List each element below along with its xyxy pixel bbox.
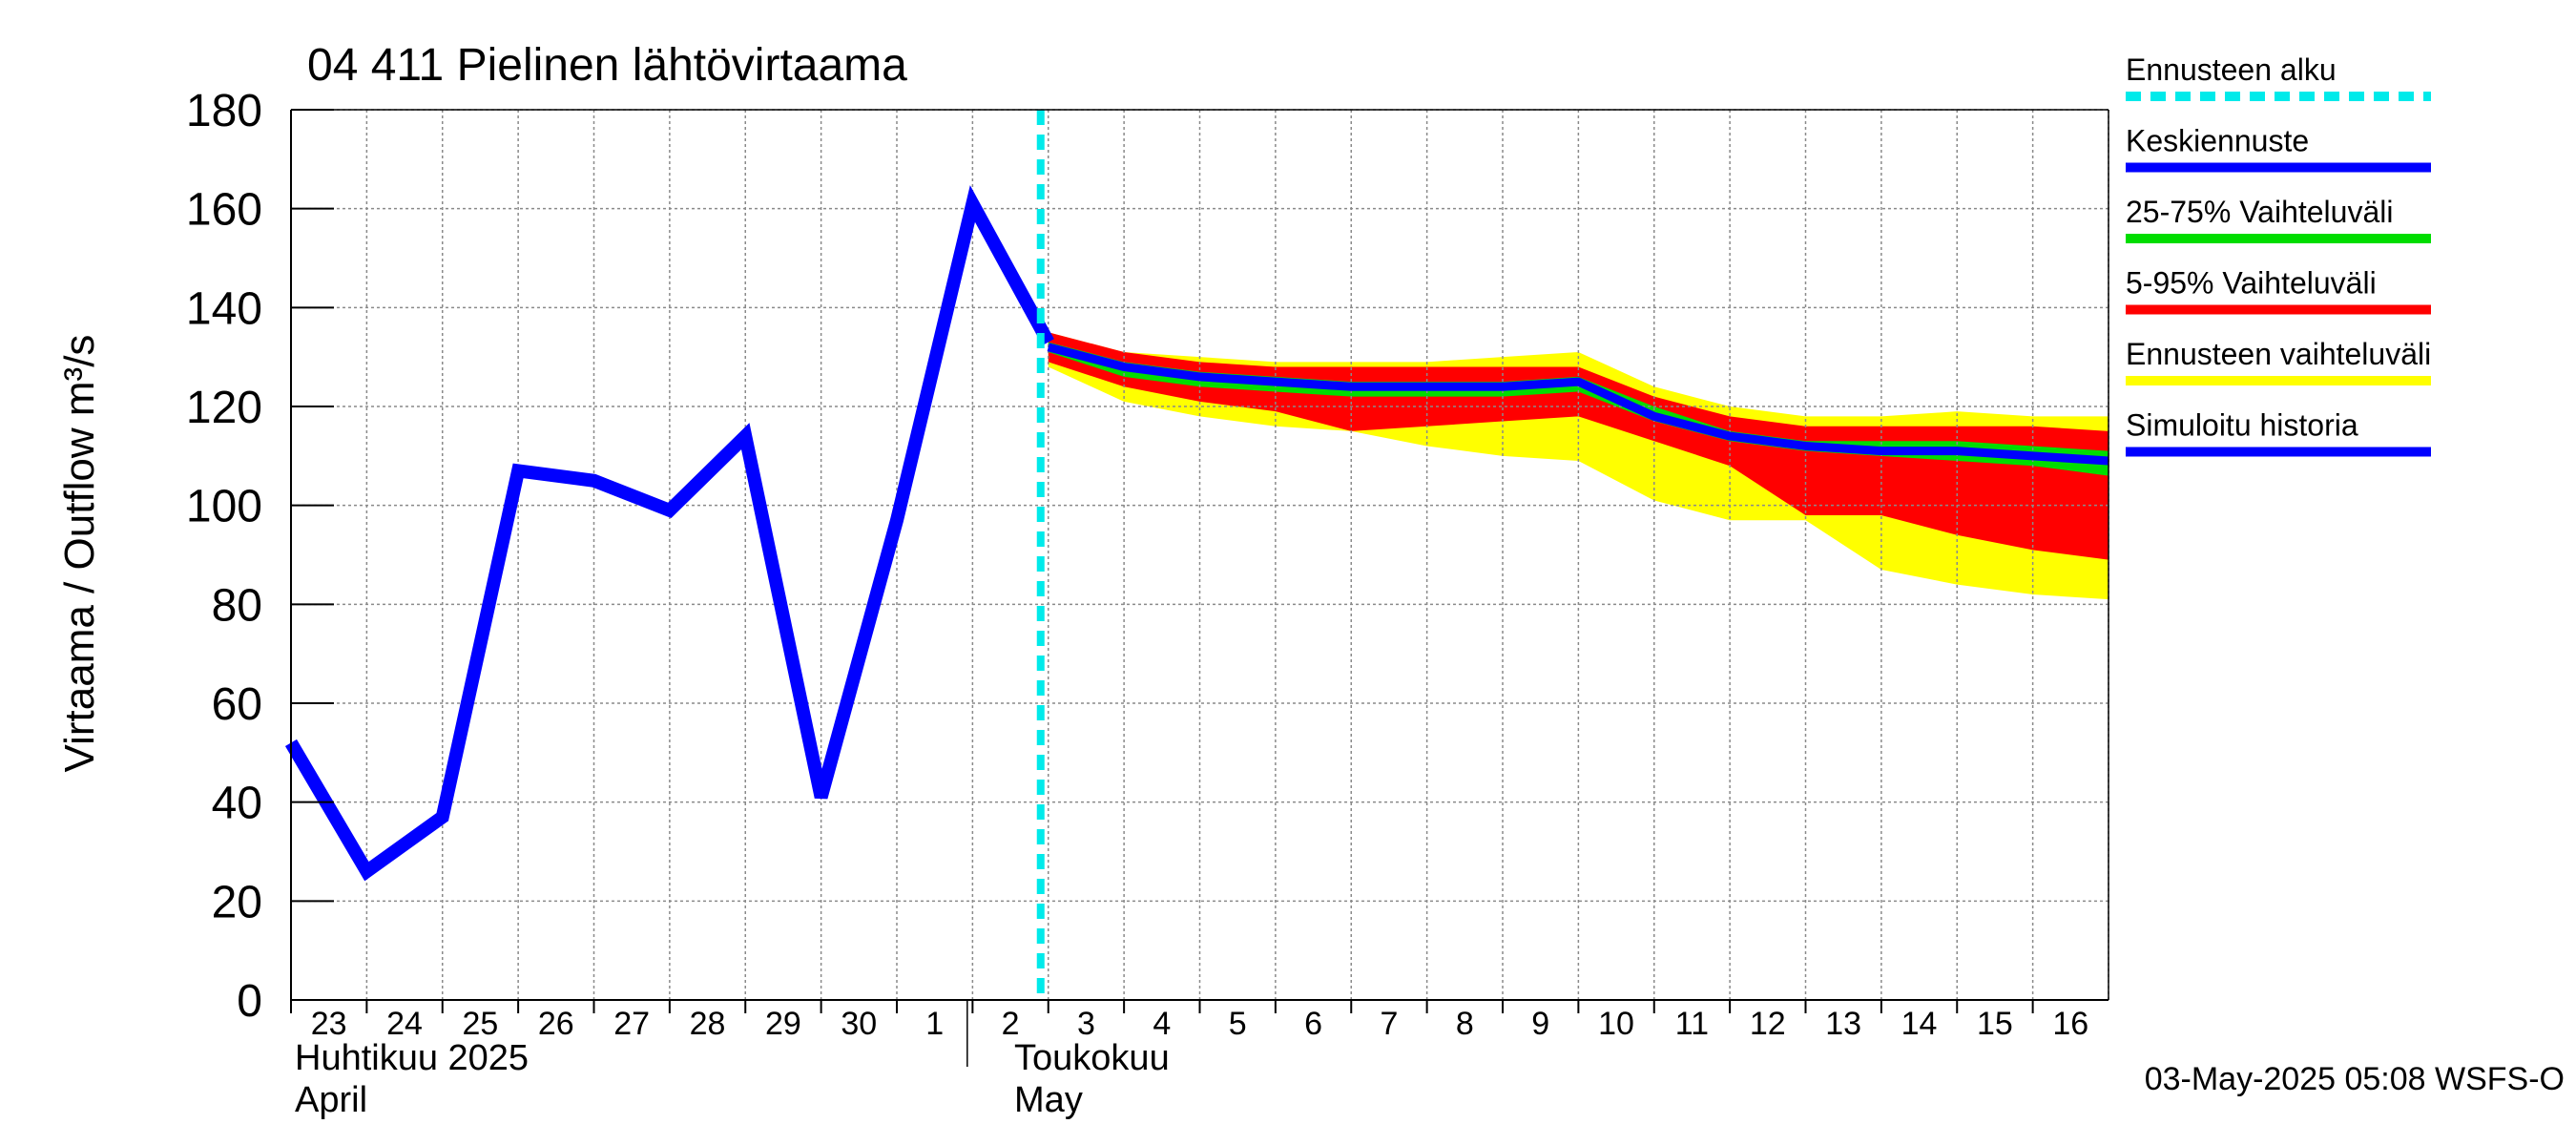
x-tick-label: 11 [1675, 1006, 1709, 1042]
x-tick-label: 7 [1380, 1006, 1398, 1042]
month-label-fi: Toukokuu [1014, 1038, 1170, 1078]
chart-title: 04 411 Pielinen lähtövirtaama [307, 40, 907, 91]
x-tick-label: 26 [538, 1006, 574, 1042]
legend-label: 25-75% Vaihteluväli [2126, 195, 2393, 229]
x-tick-label: 8 [1456, 1006, 1474, 1042]
x-tick-label: 9 [1531, 1006, 1549, 1042]
y-tick-label: 80 [212, 580, 262, 631]
y-tick-label: 0 [237, 976, 262, 1027]
y-axis-label: Virtaama / Outflow m³/s [56, 335, 103, 773]
x-tick-label: 28 [690, 1006, 726, 1042]
x-tick-label: 2 [1002, 1006, 1020, 1042]
x-tick-label: 12 [1750, 1006, 1786, 1042]
month-label-en: May [1014, 1080, 1083, 1120]
history-line [284, 185, 1054, 882]
legend-label: Ennusteen alku [2126, 52, 2337, 87]
grid [291, 109, 2109, 1000]
x-tick-label: 5 [1229, 1006, 1247, 1042]
legend-label: 5-95% Vaihteluväli [2126, 266, 2377, 301]
band-25-75 [1048, 342, 2109, 476]
x-tick-label: 6 [1304, 1006, 1322, 1042]
y-tick-label: 60 [212, 679, 262, 730]
y-tick-label: 140 [186, 283, 262, 334]
x-tick-label: 25 [463, 1006, 499, 1042]
month-label-fi: Huhtikuu 2025 [295, 1038, 529, 1078]
y-tick-label: 160 [186, 185, 262, 236]
legend-label: Ennusteen vaihteluväli [2126, 337, 2431, 371]
y-tick-label: 120 [186, 383, 262, 433]
x-tick-label: 10 [1598, 1006, 1634, 1042]
x-tick-label: 13 [1825, 1006, 1861, 1042]
month-label-en: April [295, 1080, 367, 1120]
x-tick-label: 3 [1077, 1006, 1095, 1042]
x-tick-label: 1 [925, 1006, 944, 1042]
y-tick-label: 100 [186, 482, 262, 532]
x-tick-label: 16 [2052, 1006, 2088, 1042]
x-tick-label: 29 [765, 1006, 801, 1042]
forecast-bands [1048, 332, 2109, 600]
x-tick-label: 4 [1153, 1006, 1171, 1042]
y-tick-label: 40 [212, 779, 262, 829]
x-tick-label: 23 [311, 1006, 347, 1042]
median-forecast-line [1047, 343, 2109, 466]
series-lines [284, 110, 2109, 1000]
x-tick-label: 15 [1977, 1006, 2013, 1042]
y-tick-label: 180 [186, 86, 262, 136]
x-tick-label: 14 [1901, 1006, 1938, 1042]
y-tick-label: 20 [212, 877, 262, 927]
x-tick-label: 24 [386, 1006, 423, 1042]
x-tick-label: 30 [841, 1006, 877, 1042]
x-tick-label: 27 [613, 1006, 650, 1042]
timestamp: 03-May-2025 05:08 WSFS-O [2145, 1061, 2565, 1097]
legend: Ennusteen alku Keskiennuste 25-75% Vaihtel… [2126, 52, 2431, 457]
legend-label: Simuloitu historia [2126, 408, 2358, 443]
legend-label: Keskiennuste [2126, 124, 2309, 158]
